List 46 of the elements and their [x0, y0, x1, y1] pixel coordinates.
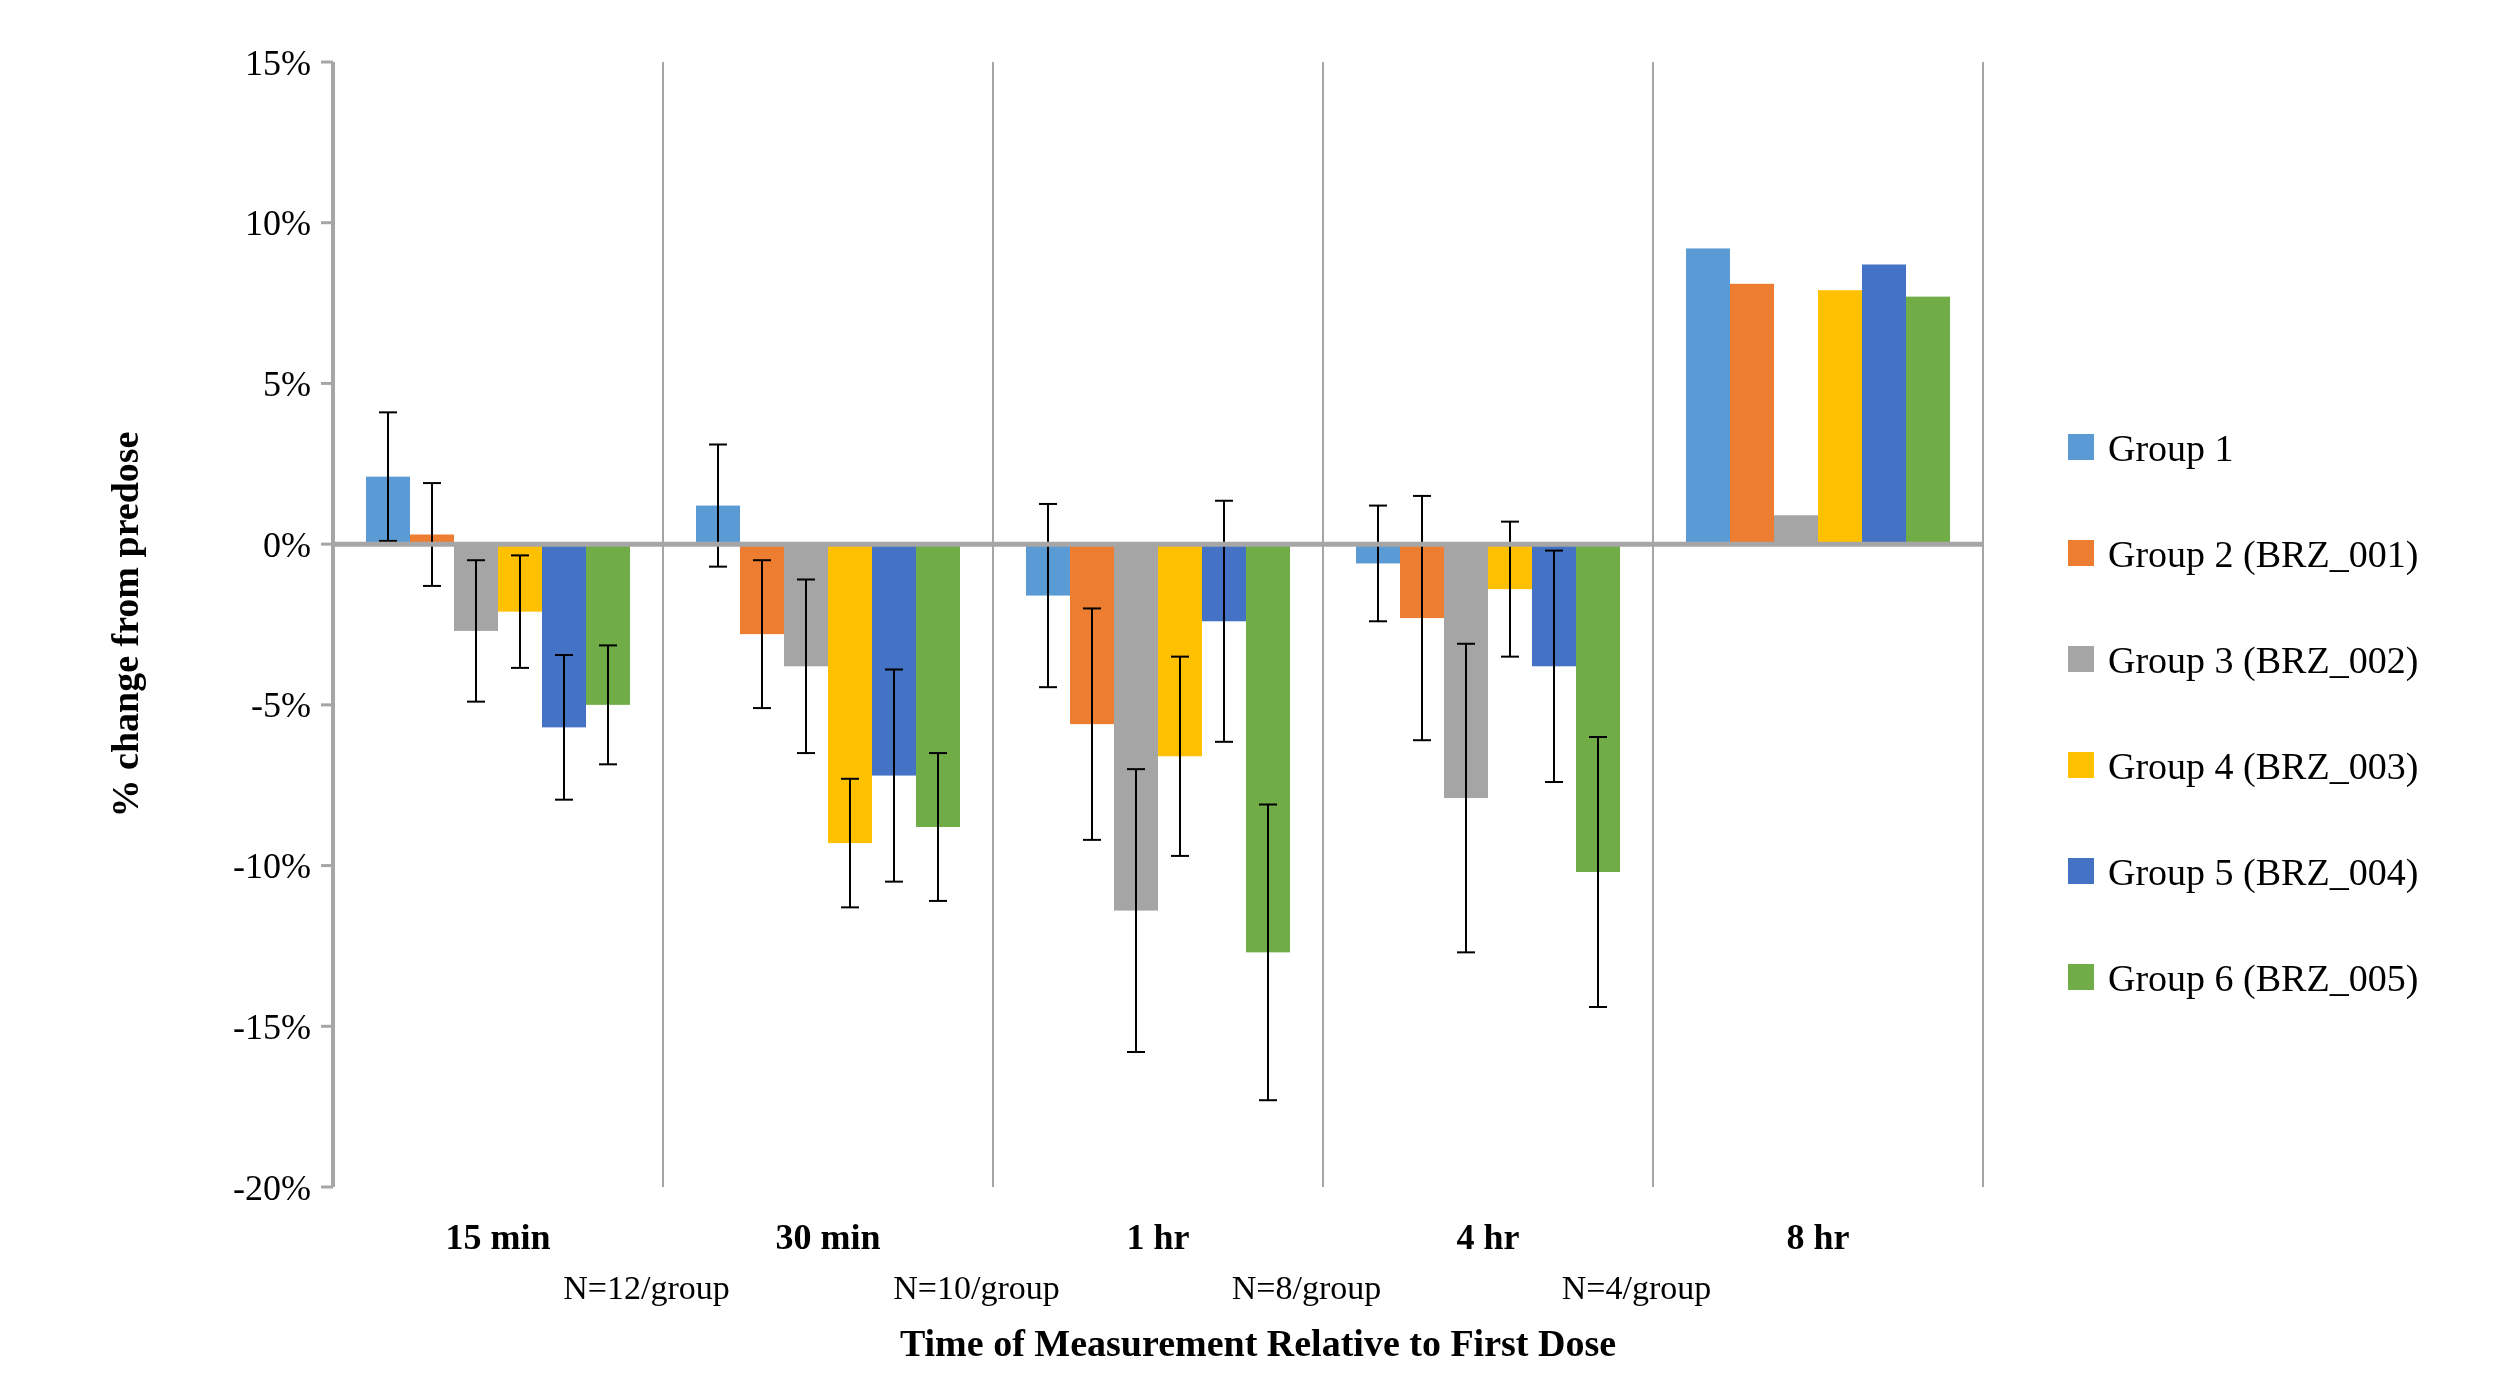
- bar: [1906, 296, 1950, 545]
- x-tick-label: 1 hr: [1126, 1217, 1190, 1257]
- y-tick-label: -10%: [233, 846, 311, 887]
- bar: [872, 544, 916, 776]
- y-tick-label: -5%: [251, 685, 311, 726]
- bar: [1158, 544, 1202, 757]
- y-tick-label: -15%: [233, 1006, 311, 1047]
- bar: [586, 544, 630, 705]
- x-tick-label: 15 min: [445, 1217, 551, 1257]
- bar: [1576, 544, 1620, 872]
- legend-label: Group 5 (BRZ_004): [2108, 851, 2419, 895]
- text: N=10/group: [893, 1269, 1060, 1306]
- legend-label: Group 2 (BRZ_001): [2108, 533, 2419, 577]
- legend-label: Group 3 (BRZ_002): [2108, 639, 2419, 683]
- y-tick-label: 15%: [245, 42, 311, 83]
- legend-label: Group 4 (BRZ_003): [2108, 745, 2419, 789]
- y-tick-label: 5%: [263, 364, 311, 405]
- y-tick-label: 10%: [245, 203, 311, 244]
- x-tick-label: 30 min: [775, 1217, 881, 1257]
- bar: [1070, 544, 1114, 725]
- text: N=4/group: [1561, 1269, 1712, 1306]
- text: N=12/group: [563, 1269, 730, 1306]
- y-tick-label: -20%: [233, 1167, 311, 1208]
- x-tick-label: 8 hr: [1786, 1217, 1850, 1257]
- text: N=8/group: [1231, 1269, 1382, 1306]
- bar: [1818, 290, 1862, 545]
- bar: [542, 544, 586, 728]
- y-axis-title: % change from predose: [104, 431, 146, 818]
- y-tick-label: 0%: [263, 524, 311, 565]
- bar: [1532, 544, 1576, 667]
- bar: [828, 544, 872, 844]
- bar: [1400, 544, 1444, 619]
- bar: [498, 544, 542, 612]
- bar: [1026, 544, 1070, 596]
- legend-label: Group 6 (BRZ_005): [2108, 957, 2419, 1001]
- x-tick-label: 4 hr: [1456, 1217, 1520, 1257]
- bar: [916, 544, 960, 827]
- bar: [366, 476, 410, 545]
- bar: [1862, 264, 1906, 545]
- bar: [1202, 544, 1246, 622]
- legend-label: Group 1: [2108, 427, 2234, 470]
- bar: [1246, 544, 1290, 953]
- bar: [740, 544, 784, 635]
- bar: [1686, 248, 1730, 545]
- bar: [1730, 283, 1774, 545]
- x-axis-title: Time of Measurement Relative to First Dose: [899, 1322, 1617, 1364]
